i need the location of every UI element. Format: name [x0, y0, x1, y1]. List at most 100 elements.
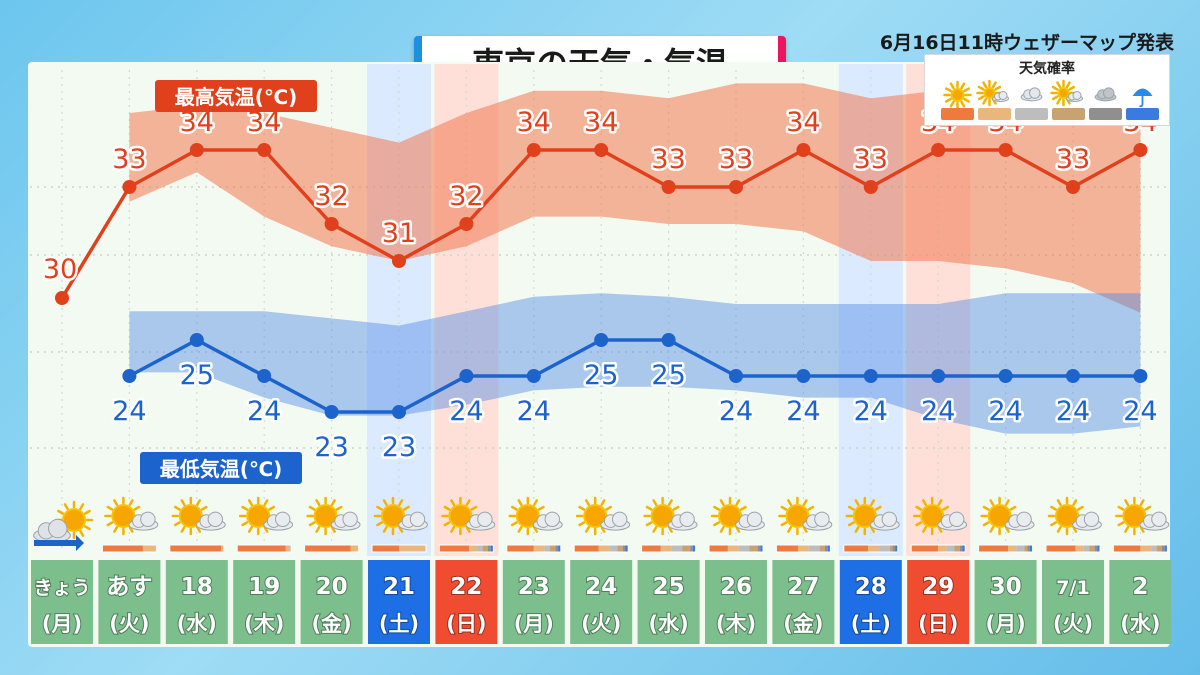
sun-ray — [403, 505, 410, 511]
low-temp-point — [729, 369, 743, 383]
probability-segment — [558, 545, 561, 552]
sun-ray — [450, 526, 456, 533]
probability-segment — [221, 545, 224, 552]
high-temp-point — [1133, 143, 1148, 157]
date-cell — [368, 560, 430, 644]
sun-ray — [173, 521, 181, 527]
weekday-label: (月) — [985, 612, 1025, 636]
legend-color-swatch — [1052, 108, 1085, 120]
low-temp-point — [122, 369, 137, 383]
sun-ray — [1068, 85, 1076, 91]
sun-ray — [963, 87, 971, 93]
date-cell — [570, 560, 633, 644]
probability-segment — [469, 545, 478, 552]
sun-ray — [128, 526, 134, 533]
cloud-puff — [1151, 511, 1167, 527]
probability-segment — [738, 545, 750, 552]
probability-bar-outline — [843, 544, 899, 553]
sun-ray — [652, 499, 658, 506]
date-cell — [705, 560, 767, 644]
cloud-puff — [409, 511, 426, 527]
sun-ray — [740, 505, 747, 511]
date-cell — [1109, 560, 1172, 644]
sun-ray — [921, 499, 927, 506]
sun-ray — [982, 521, 990, 527]
date-label: 24 — [585, 574, 617, 600]
sun-ray — [949, 82, 955, 90]
probability-segment — [1016, 545, 1025, 552]
sun-disc — [62, 508, 86, 532]
low-temp-label: 24 — [786, 396, 820, 427]
sun-ray — [1056, 526, 1062, 533]
high-temp-label: 30 — [43, 254, 77, 285]
sun-ray — [330, 499, 336, 506]
probability-segment — [808, 545, 820, 552]
sun-ray — [847, 521, 855, 527]
sun-ray — [719, 499, 725, 506]
umbrella-canopy — [1132, 88, 1153, 96]
sun-ray — [113, 499, 119, 506]
low-temp-point — [594, 333, 609, 347]
weekday-label: (木) — [244, 612, 284, 636]
date-cell — [300, 560, 363, 644]
date-label: 21 — [383, 574, 415, 600]
probability-segment — [622, 545, 626, 552]
probability-segment — [490, 545, 494, 552]
probability-segment — [625, 545, 629, 552]
low-temp-label: 23 — [314, 432, 348, 463]
high-temp-label: 34 — [786, 107, 820, 138]
sun-disc — [381, 504, 405, 528]
sun-ray — [645, 505, 653, 511]
date-cell — [435, 560, 498, 644]
legend-color-swatch — [978, 108, 1011, 120]
low-temp-series-label: 最低気温(℃) — [160, 457, 283, 481]
change-arrow-icon — [34, 535, 84, 551]
cloud-puff — [48, 518, 68, 539]
high-temp-series-label-bg — [155, 80, 317, 112]
umbrella-icon — [1132, 88, 1153, 108]
date-cell — [974, 560, 1037, 644]
probability-segment — [1113, 545, 1141, 552]
probability-segment — [892, 545, 896, 552]
sun-ray — [376, 521, 383, 527]
sun-ray — [1144, 505, 1152, 511]
sun-ray — [652, 526, 658, 533]
sun-cloud-icon — [238, 496, 294, 536]
sun-ray — [443, 521, 451, 527]
sun-disc — [111, 504, 136, 528]
probability-bar-outline — [101, 544, 157, 553]
high-temp-label: 33 — [112, 144, 146, 175]
low-temp-label: 25 — [651, 360, 685, 391]
sun-ray — [470, 505, 478, 511]
probability-segment — [237, 545, 286, 552]
sun-cloud-icon — [778, 496, 833, 536]
high-temp-label: 34 — [517, 107, 551, 138]
probability-bar-outline — [573, 544, 629, 553]
probability-segment — [285, 545, 290, 552]
probability-bar-outline — [304, 544, 360, 553]
sun-cloud-icon — [643, 496, 698, 536]
probability-bar-outline — [708, 544, 764, 553]
sun-ray — [605, 505, 613, 511]
sun-ray — [510, 505, 518, 511]
high-temp-point — [863, 180, 878, 194]
cloud-puff — [998, 91, 1008, 100]
weekday-label: (日) — [918, 612, 958, 636]
probability-segment — [477, 545, 483, 552]
sun-ray — [1051, 95, 1059, 101]
high-temp-label: 31 — [382, 218, 416, 249]
low-temp-point — [526, 369, 541, 383]
sun-ray — [735, 499, 741, 506]
sun-ray — [180, 526, 186, 533]
sun-ray — [667, 526, 673, 533]
cloud-puff — [814, 511, 830, 527]
sun-ray — [308, 505, 316, 511]
low-temp-point — [661, 333, 676, 347]
sun-ray — [963, 97, 971, 103]
probability-segment — [550, 545, 556, 552]
sun-ray — [398, 499, 404, 506]
probability-bar-outline — [506, 544, 562, 553]
high-temp-point — [729, 180, 743, 194]
date-label: 19 — [248, 574, 280, 600]
sun-cloud-icon — [306, 496, 361, 536]
